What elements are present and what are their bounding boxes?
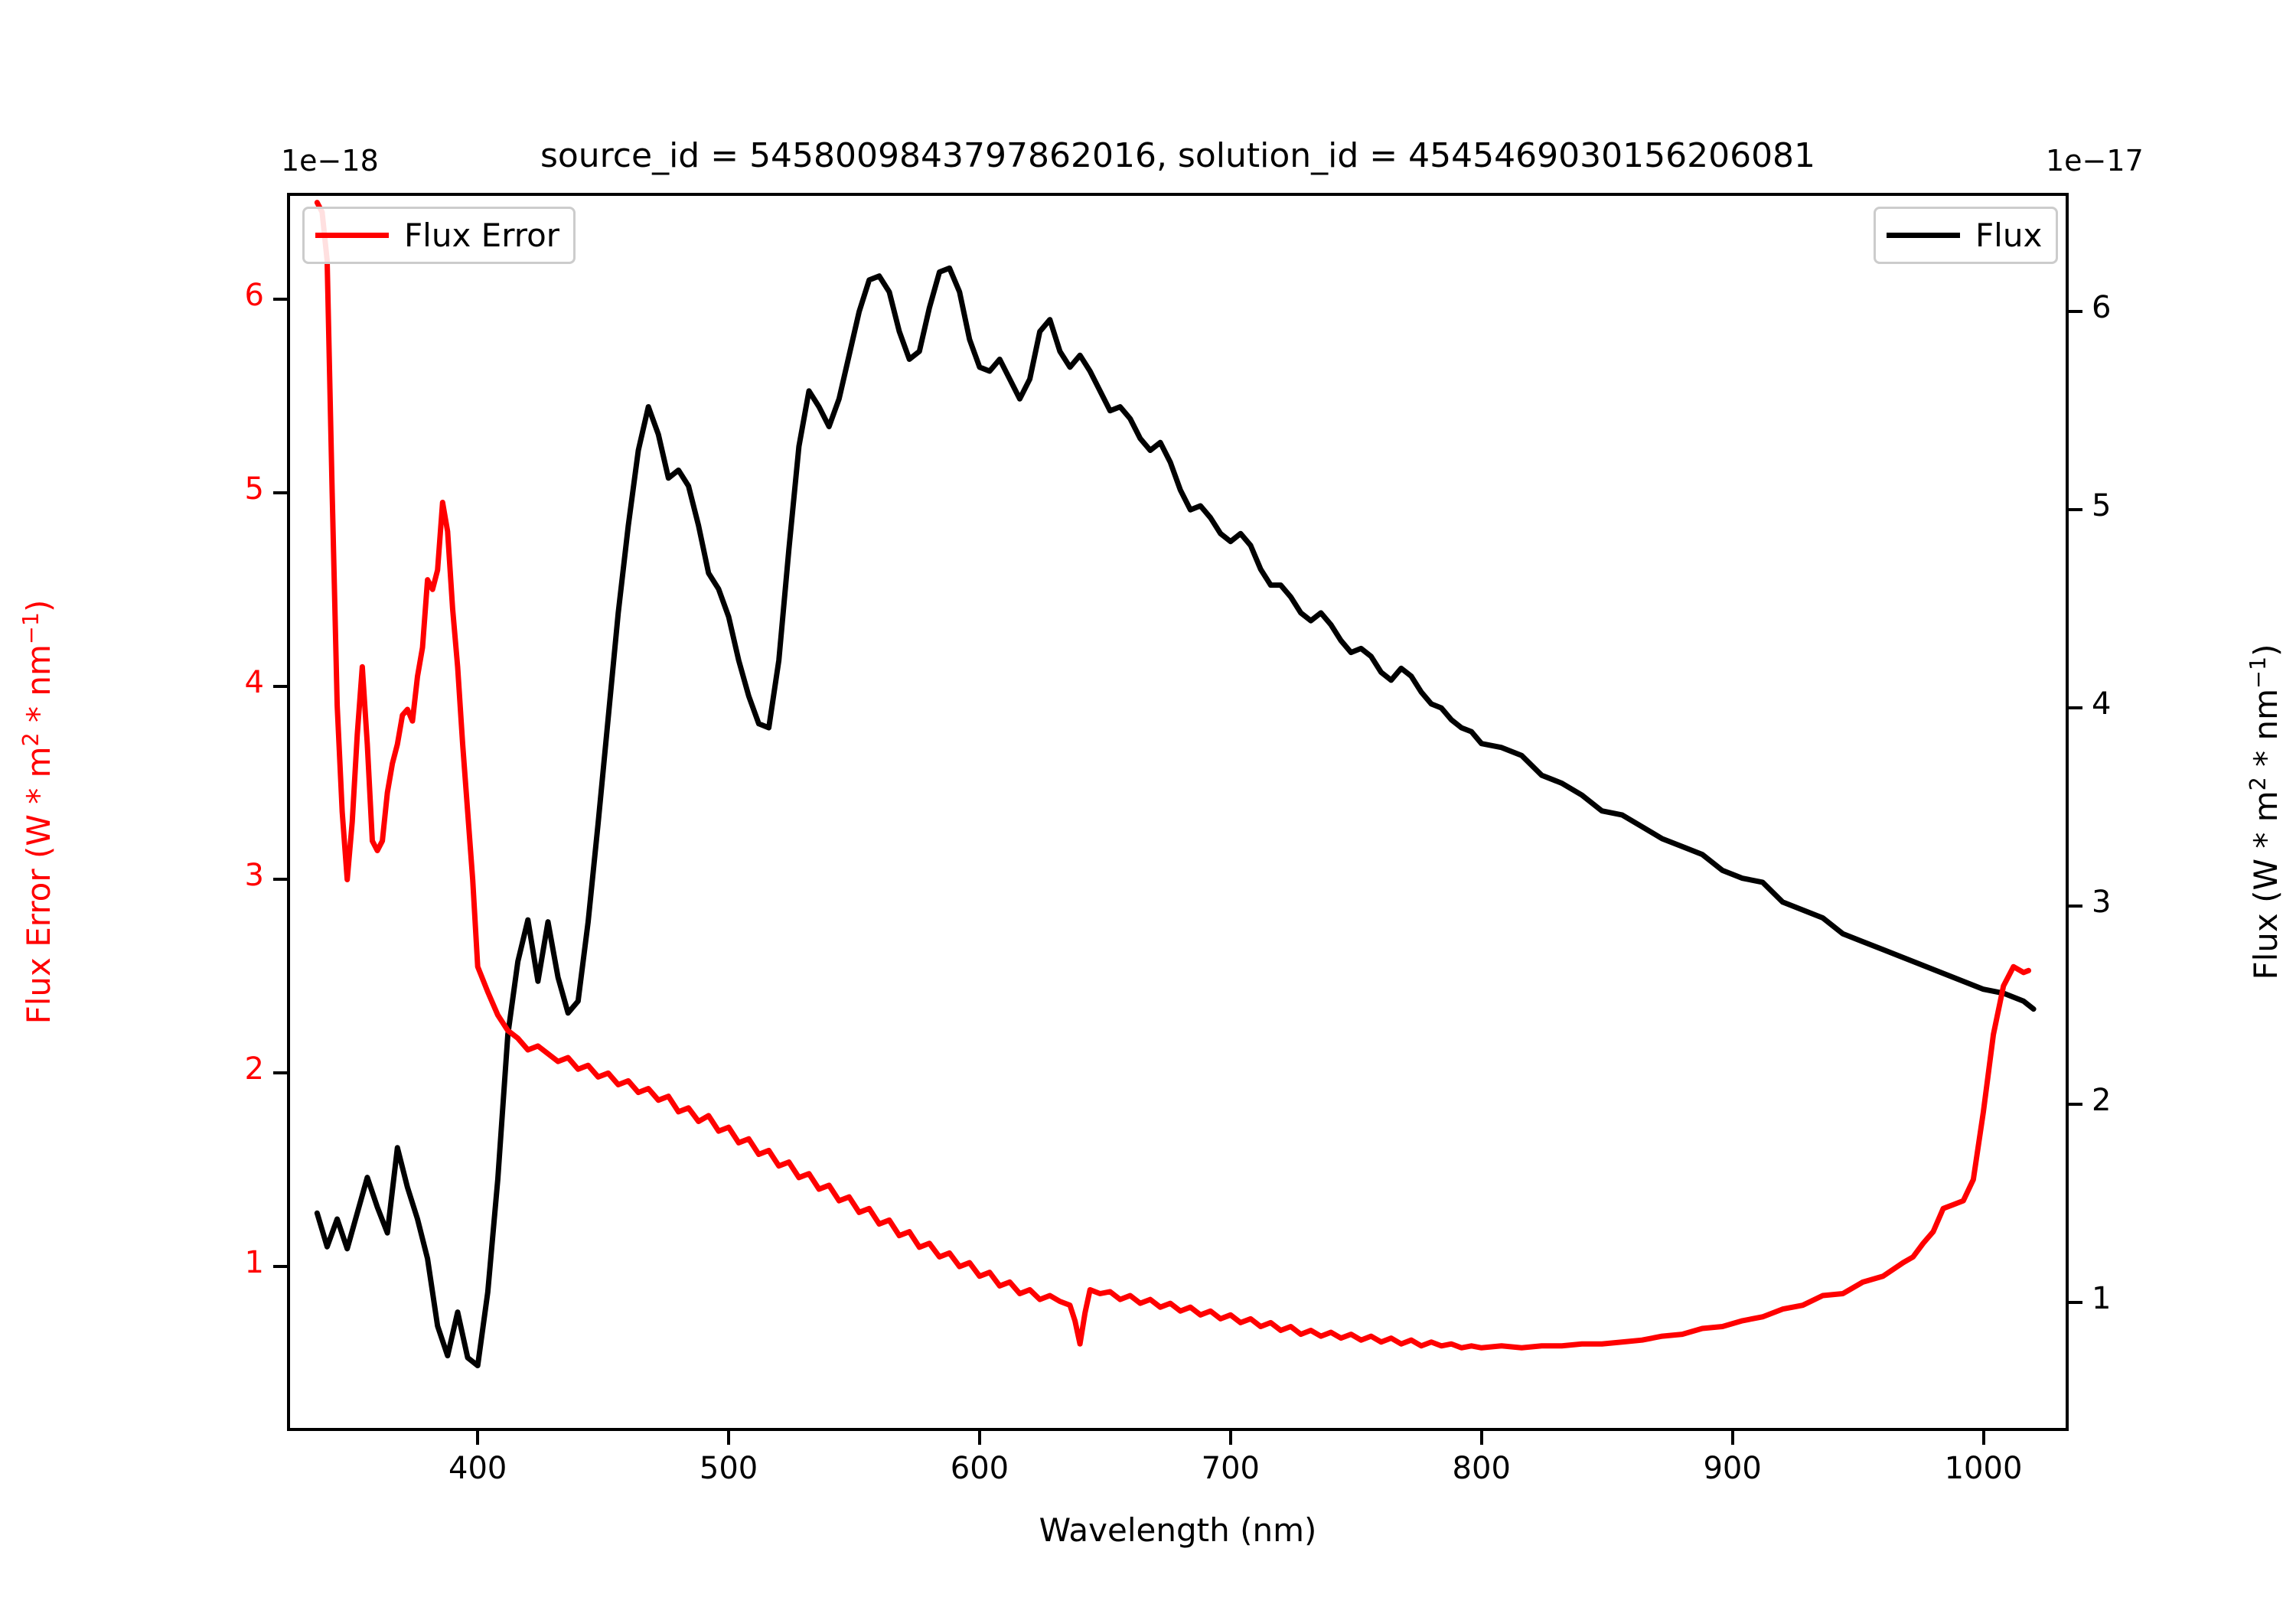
y-left-label-post: ) [20,599,57,612]
y-left-tickmark [273,1265,287,1269]
y-right-tick-label: 2 [2092,1082,2112,1118]
x-tick-label: 900 [1703,1451,1762,1486]
y-left-tick-label: 5 [244,471,264,507]
y-right-tick-label: 5 [2092,488,2112,524]
legend-flux-swatch [1887,233,1960,238]
x-tickmark [727,1431,731,1445]
x-tick-label: 1000 [1944,1451,2023,1486]
plot-frame [287,193,2069,1431]
x-tickmark [1479,1431,1483,1445]
y-right-tick-label: 3 [2092,884,2112,920]
y-left-tick-label: 4 [244,664,264,700]
y-left-label-pre: Flux Error (W * m [20,746,57,1025]
y-right-tickmark [2069,508,2082,512]
y-left-tickmark [273,1071,287,1075]
x-tick-label: 500 [699,1451,758,1486]
y-left-tick-label: 3 [244,858,264,894]
x-tick-label: 800 [1452,1451,1511,1486]
legend-flux-label: Flux [1975,217,2043,254]
series-line-flux [314,265,2037,1369]
y-left-tick-label: 1 [244,1245,264,1281]
y-left-tickmark [273,684,287,688]
x-tickmark [1228,1431,1232,1445]
plot-area [314,200,2037,1369]
legend-flux-error[interactable]: Flux Error [302,207,576,264]
legend-flux-error-label: Flux Error [404,217,560,254]
x-tickmark [1730,1431,1734,1445]
series-line-flux-error [314,200,2032,1351]
y-left-label-mid: * nm [20,644,57,733]
y-right-label-post: ) [2247,644,2285,657]
x-axis-label: Wavelength (nm) [1039,1511,1317,1549]
x-tick-label: 400 [448,1451,507,1486]
y-left-tick-label: 6 [244,278,264,314]
x-tick-label: 700 [1201,1451,1261,1486]
y-right-tickmark [2069,1102,2082,1106]
left-axis-offset-text: 1e−18 [281,144,379,178]
y-right-tickmark [2069,706,2082,710]
y-right-tickmark [2069,310,2082,314]
y-left-tickmark [273,491,287,494]
right-axis-offset-text: 1e−17 [2046,144,2144,178]
y-right-label-pre: Flux (W * m [2247,790,2285,980]
y-left-tick-label: 2 [244,1051,264,1087]
y-right-tick-label: 6 [2092,290,2112,326]
y-left-tickmark [273,298,287,302]
y-right-label-sup2: −1 [2245,656,2271,689]
x-tickmark [977,1431,981,1445]
legend-flux[interactable]: Flux [1874,207,2059,264]
y-right-tickmark [2069,904,2082,908]
y-right-tick-label: 1 [2092,1280,2112,1316]
chart-title: source_id = 5458009843797862016, solutio… [540,136,1816,175]
x-tickmark [1981,1431,1985,1445]
y-right-label-mid: * nm [2247,688,2285,777]
y-right-label-sup1: 2 [2245,777,2271,791]
y-left-label-sup1: 2 [18,732,44,747]
y-right-tick-label: 4 [2092,686,2112,722]
x-tickmark [476,1431,480,1445]
y-axis-label-left: Flux Error (W * m2 * nm−1) [18,600,57,1025]
y-axis-label-right: Flux (W * m2 * nm−1) [2245,644,2285,980]
y-left-label-sup2: −1 [18,611,44,645]
y-right-tickmark [2069,1300,2082,1304]
y-left-tickmark [273,878,287,882]
x-tick-label: 600 [950,1451,1009,1486]
legend-flux-error-swatch [315,233,389,238]
